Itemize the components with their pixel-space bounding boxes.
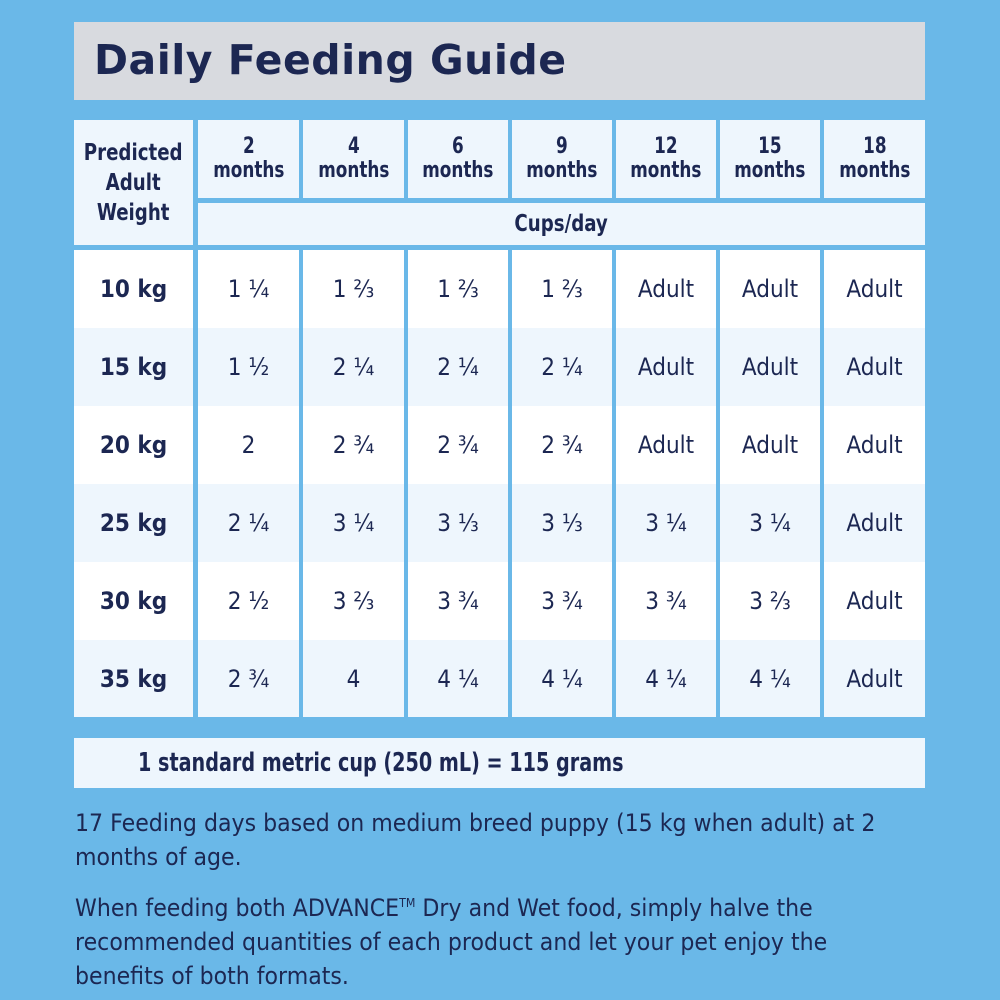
title-bar: Daily Feeding Guide [74, 22, 925, 100]
value-cell: 2 ¼ [198, 484, 299, 562]
age-unit: months [317, 158, 390, 183]
value-cell: Adult [824, 250, 925, 328]
footnote-text: When feeding both ADVANCE [75, 894, 400, 922]
value-cell: 1 ⅔ [512, 250, 612, 328]
value-cell: 3 ⅓ [512, 484, 612, 562]
footnote-feeding-days: 17 Feeding days based on medium breed pu… [75, 809, 876, 871]
value-cell: 3 ¾ [616, 562, 716, 640]
value-cell: 4 [303, 640, 404, 717]
weight-cell: 25 kg [74, 484, 193, 562]
age-number: 2 [242, 134, 255, 159]
cup-note-box: 1 standard metric cup (250 mL) = 115 gra… [74, 738, 925, 788]
value-cell: 3 ⅔ [720, 562, 820, 640]
value-cell: 2 [198, 406, 299, 484]
value-cell: 3 ⅔ [303, 562, 404, 640]
value-cell: 2 ¾ [303, 406, 404, 484]
value-cell: Adult [720, 406, 820, 484]
age-number: 12 [654, 134, 678, 159]
weight-cell: 35 kg [74, 640, 193, 717]
age-header: 2 months [198, 120, 299, 198]
weight-header-line: Predicted [84, 139, 183, 166]
value-cell: Adult [824, 640, 925, 717]
age-header: 15 months [720, 120, 820, 198]
value-cell: Adult [824, 562, 925, 640]
value-cell: 3 ¼ [303, 484, 404, 562]
value-cell: 1 ⅔ [303, 250, 404, 328]
age-number: 15 [758, 134, 782, 159]
age-unit: months [212, 158, 285, 183]
value-cell: Adult [616, 250, 716, 328]
value-cell: 1 ⅔ [408, 250, 508, 328]
value-cell: 3 ¼ [720, 484, 820, 562]
age-header: 9 months [512, 120, 612, 198]
value-cell: Adult [720, 250, 820, 328]
value-cell: 3 ¾ [408, 562, 508, 640]
value-cell: 1 ½ [198, 328, 299, 406]
age-number: 9 [556, 134, 568, 159]
age-unit: months [734, 158, 806, 183]
weight-header-line: Adult [105, 169, 162, 196]
value-cell: 4 ¼ [408, 640, 508, 717]
value-cell: 3 ⅓ [408, 484, 508, 562]
weight-cell: 15 kg [74, 328, 193, 406]
value-cell: Adult [616, 328, 716, 406]
value-cell: 2 ¼ [303, 328, 404, 406]
age-unit: months [838, 158, 911, 183]
value-cell: Adult [824, 406, 925, 484]
feeding-table: Predicted Adult Weight 2 months 4 months 6 month… [74, 120, 925, 717]
age-unit: months [630, 158, 702, 183]
age-header: 12 months [616, 120, 716, 198]
value-cell: Adult [616, 406, 716, 484]
value-cell: Adult [824, 328, 925, 406]
value-cell: 4 ¼ [616, 640, 716, 717]
age-header: 6 months [408, 120, 508, 198]
age-number: 18 [862, 134, 887, 159]
value-cell: 2 ¼ [512, 328, 612, 406]
age-number: 4 [347, 134, 360, 159]
value-cell: 1 ¼ [198, 250, 299, 328]
weight-cell: 10 kg [74, 250, 193, 328]
value-cell: 4 ¼ [720, 640, 820, 717]
age-unit: months [526, 158, 598, 183]
footnote-text: Dry and Wet food, simply halve the recom… [75, 894, 828, 990]
age-header: 4 months [303, 120, 404, 198]
value-cell: 2 ¾ [198, 640, 299, 717]
weight-cell: 30 kg [74, 562, 193, 640]
unit-header-label: Cups/day [514, 211, 609, 237]
value-cell: 3 ¼ [616, 484, 716, 562]
weight-header: Predicted Adult Weight [74, 120, 193, 245]
value-cell: 2 ¾ [408, 406, 508, 484]
value-cell: 2 ¼ [408, 328, 508, 406]
value-cell: Adult [720, 328, 820, 406]
value-cell: 2 ½ [198, 562, 299, 640]
trademark: TM [399, 896, 416, 910]
age-number: 6 [452, 134, 464, 159]
cup-note: 1 standard metric cup (250 mL) = 115 gra… [138, 748, 624, 778]
value-cell: 4 ¼ [512, 640, 612, 717]
weight-cell: 20 kg [74, 406, 193, 484]
age-unit: months [422, 158, 494, 183]
value-cell: 2 ¾ [512, 406, 612, 484]
value-cell: Adult [824, 484, 925, 562]
value-cell: 3 ¾ [512, 562, 612, 640]
footnote-dry-wet: When feeding both ADVANCETM Dry and Wet … [75, 886, 903, 993]
weight-header-line: Weight [97, 199, 170, 226]
unit-header: Cups/day [198, 203, 925, 245]
page-title: Daily Feeding Guide [94, 36, 567, 84]
age-header: 18 months [824, 120, 925, 198]
